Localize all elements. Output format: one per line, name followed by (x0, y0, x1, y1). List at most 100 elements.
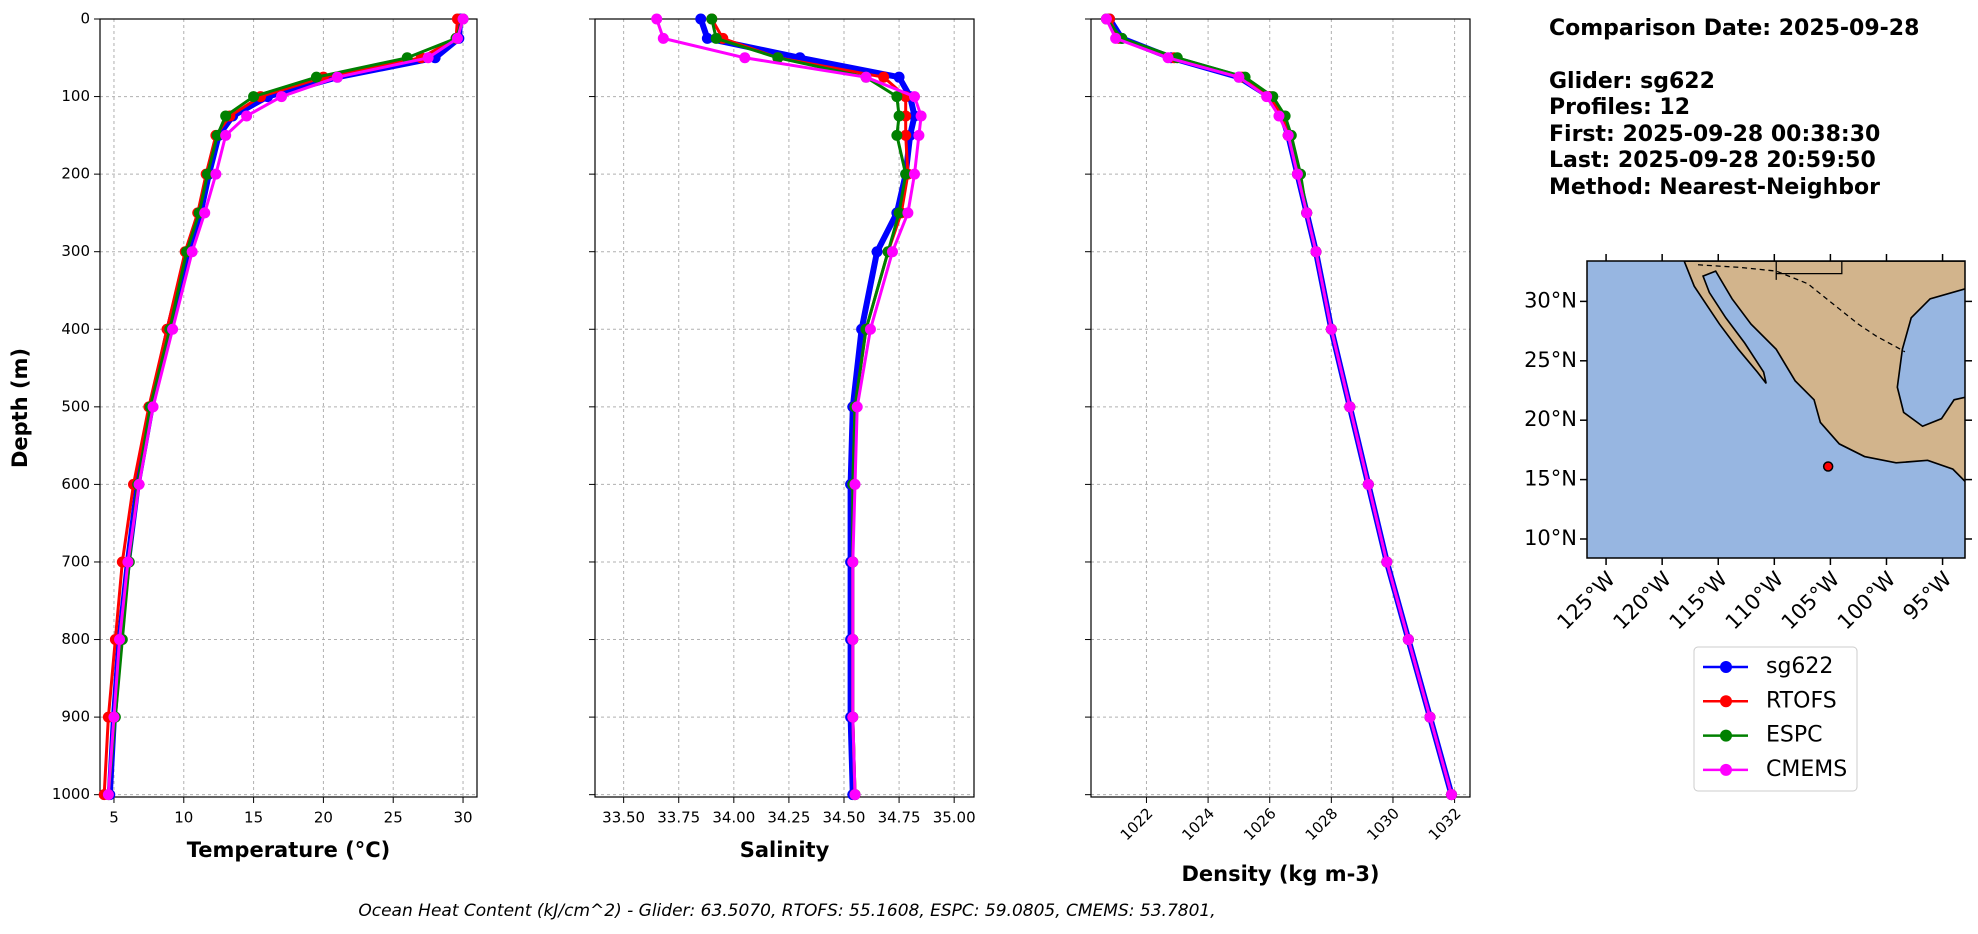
profile-point (1282, 129, 1294, 141)
profile-point (220, 129, 232, 141)
profile-point (847, 556, 859, 568)
x-tick-label: 30 (453, 809, 472, 827)
info-line: Method: Nearest-Neighbor (1549, 175, 1880, 200)
profile-point (457, 13, 469, 25)
legend-marker (1720, 661, 1732, 673)
profile-point (1261, 91, 1273, 103)
x-tick-label: 120°W (1609, 567, 1677, 635)
x-tick-label: 34.50 (823, 809, 866, 827)
x-tick-label: 10 (174, 809, 193, 827)
x-tick-label: 34.00 (712, 809, 755, 827)
gulf-of-mexico (1896, 288, 1965, 428)
y-tick-label: 20°N (1524, 407, 1577, 431)
map-frame (1586, 260, 1966, 559)
profile-point (422, 52, 434, 64)
y-tick-label: 400 (61, 320, 90, 338)
profile-point (331, 71, 343, 83)
profile-point (1100, 13, 1112, 25)
x-tick-label: 33.50 (602, 809, 645, 827)
y-tick-label: 0 (80, 10, 90, 28)
profile-point (1162, 52, 1174, 64)
legend-label: ESPC (1766, 723, 1823, 748)
profile-point (1325, 323, 1337, 335)
profile-point (909, 91, 921, 103)
profile-point (886, 246, 898, 258)
y-tick-label: 15°N (1524, 467, 1577, 491)
info-line: First: 2025-09-28 00:38:30 (1549, 122, 1880, 147)
profile-point (1310, 246, 1322, 258)
y-tick-label: 25°N (1524, 348, 1577, 372)
y-tick-label: 10°N (1524, 526, 1577, 550)
profile-point (891, 129, 903, 141)
profile-point (900, 129, 912, 141)
x-tick-label: 1026 (1240, 804, 1280, 844)
legend-label: sg622 (1766, 654, 1833, 679)
legend-marker (1720, 695, 1732, 708)
profile-point (1344, 401, 1356, 413)
profile-point (864, 323, 876, 335)
profile-point (891, 91, 903, 103)
legend-marker (1720, 763, 1732, 776)
profile-point (1362, 478, 1374, 490)
profile-point (451, 32, 463, 44)
x-tick-label: 115°W (1665, 567, 1733, 635)
profile-point (1233, 71, 1245, 83)
x-tick-label: 1024 (1178, 804, 1218, 844)
y-tick-label: 100 (61, 87, 90, 105)
profile-point (1301, 207, 1313, 219)
profile-point (893, 110, 905, 122)
profile-point (1381, 556, 1393, 568)
plot-frame (594, 18, 975, 798)
x-tick-label: 1032 (1425, 804, 1465, 844)
info-line: Glider: sg622 (1549, 69, 1715, 94)
x-tick-label: 5 (109, 809, 119, 827)
profile-point (147, 401, 159, 413)
profile-point (210, 168, 222, 180)
land (1683, 261, 1965, 483)
profile-line (1106, 17, 1455, 796)
profile-point (739, 52, 751, 64)
profile-point (651, 13, 663, 25)
profile-point (860, 71, 872, 83)
plot-frame (99, 18, 478, 798)
x-tick-label: 110°W (1721, 567, 1789, 635)
x-tick-label: 15 (244, 809, 263, 827)
y-tick-label: 1000 (52, 785, 90, 803)
profile-point (915, 110, 927, 122)
profile-point (851, 401, 863, 413)
x-tick-label: 1022 (1117, 804, 1157, 844)
profile-point (114, 634, 126, 646)
profile-point (241, 110, 253, 122)
profile-point (1402, 634, 1414, 646)
x-axis-label: Salinity (740, 838, 830, 862)
x-tick-label: 35.00 (933, 809, 976, 827)
x-tick-label: 100°W (1833, 567, 1901, 635)
land-group (1683, 261, 1965, 483)
y-tick-label: 200 (61, 165, 90, 183)
profile-point (167, 323, 179, 335)
profile-point (1291, 168, 1303, 180)
profile-point (772, 52, 784, 64)
profile-point (893, 71, 905, 83)
profile-point (849, 478, 861, 490)
profile-point (1110, 32, 1122, 44)
info-line: Profiles: 12 (1549, 95, 1690, 120)
profile-point (871, 246, 883, 258)
x-axis-label: Temperature (°C) (187, 838, 390, 862)
profile-point (909, 168, 921, 180)
profile-point (695, 13, 707, 25)
profile-point (310, 71, 322, 83)
legend-box (1693, 646, 1858, 792)
footer: Ocean Heat Content (kJ/cm^2) - Glider: 6… (358, 901, 1215, 921)
profile-point (211, 129, 223, 141)
y-tick-label: 600 (61, 475, 90, 493)
profile-point (202, 168, 214, 180)
profile-line (1108, 18, 1453, 796)
plot-frame (1090, 18, 1471, 798)
profile-point (657, 32, 669, 44)
profile-point (701, 32, 713, 44)
profile-point (220, 110, 232, 122)
profile-point (893, 207, 905, 219)
profile-point (849, 789, 861, 801)
